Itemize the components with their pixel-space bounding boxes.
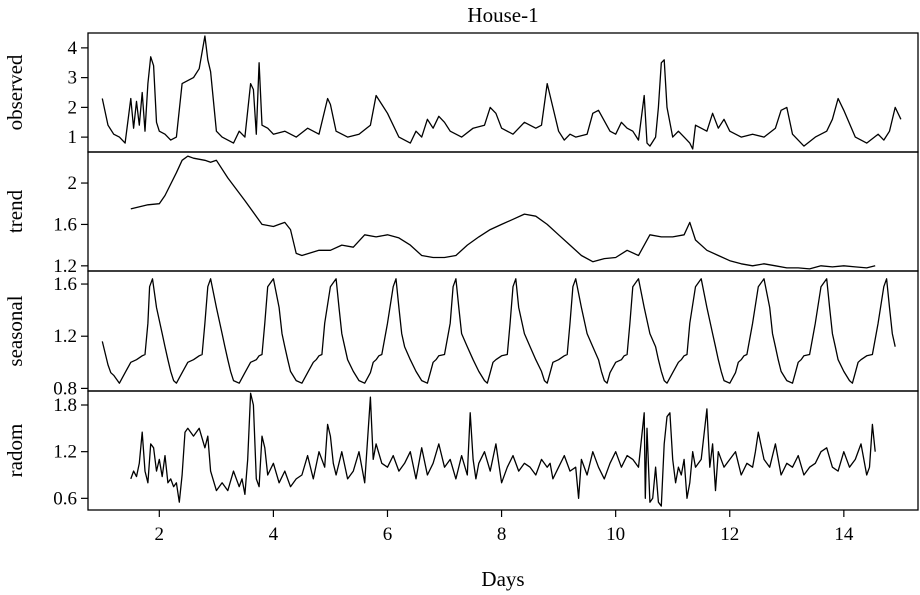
y-tick-label: 1: [68, 127, 78, 148]
chart-title: House-1: [467, 3, 538, 27]
x-tick-label: 12: [720, 524, 739, 545]
x-tick-label: 6: [383, 524, 393, 545]
y-axis-label: observed: [3, 54, 27, 130]
y-axis-label: trend: [3, 189, 27, 233]
y-tick-label: 1.2: [53, 442, 77, 463]
x-axis-label: Days: [481, 567, 524, 591]
y-tick-label: 3: [68, 68, 78, 89]
y-tick-label: 1.6: [53, 274, 77, 295]
series-line-seasonal: [101, 278, 896, 384]
y-tick-label: 1.2: [53, 256, 77, 277]
panel-trend: 1.2 1.6 2 trend: [3, 151, 919, 277]
y-tick-label: 2: [68, 97, 78, 118]
y-tick-label: 4: [68, 38, 78, 59]
y-tick-label: 2: [68, 173, 78, 194]
series-line-observed: [101, 35, 902, 150]
panel-seasonal: 0.8 1.2 1.6 seasonal: [3, 270, 919, 399]
panel-observed: 1 2 3 4 observed: [3, 32, 919, 153]
series-line-radom: [130, 392, 876, 507]
panels: 1234observed1.21.62trend0.81.21.6seasona…: [3, 32, 919, 511]
panel-frame: [87, 390, 919, 511]
x-tick-label: 10: [606, 524, 625, 545]
series-line-trend: [130, 155, 876, 270]
y-axis-label: seasonal: [3, 295, 27, 366]
panel-radom: 0.6 1.2 1.8 radom: [3, 390, 919, 511]
x-tick-label: 4: [269, 524, 279, 545]
y-tick-label: 1.8: [53, 395, 77, 416]
y-tick-label: 0.8: [53, 378, 77, 399]
x-tick-label: 14: [834, 524, 854, 545]
x-axis: 2 4 6 8 10 12 14: [155, 510, 854, 545]
panel-frame: [87, 151, 919, 272]
x-tick-label: 2: [155, 524, 165, 545]
y-tick-label: 1.2: [53, 326, 77, 347]
y-tick-label: 0.6: [53, 488, 77, 509]
y-axis-label: radom: [3, 424, 27, 478]
y-tick-label: 1.6: [53, 214, 77, 235]
x-tick-label: 8: [497, 524, 507, 545]
